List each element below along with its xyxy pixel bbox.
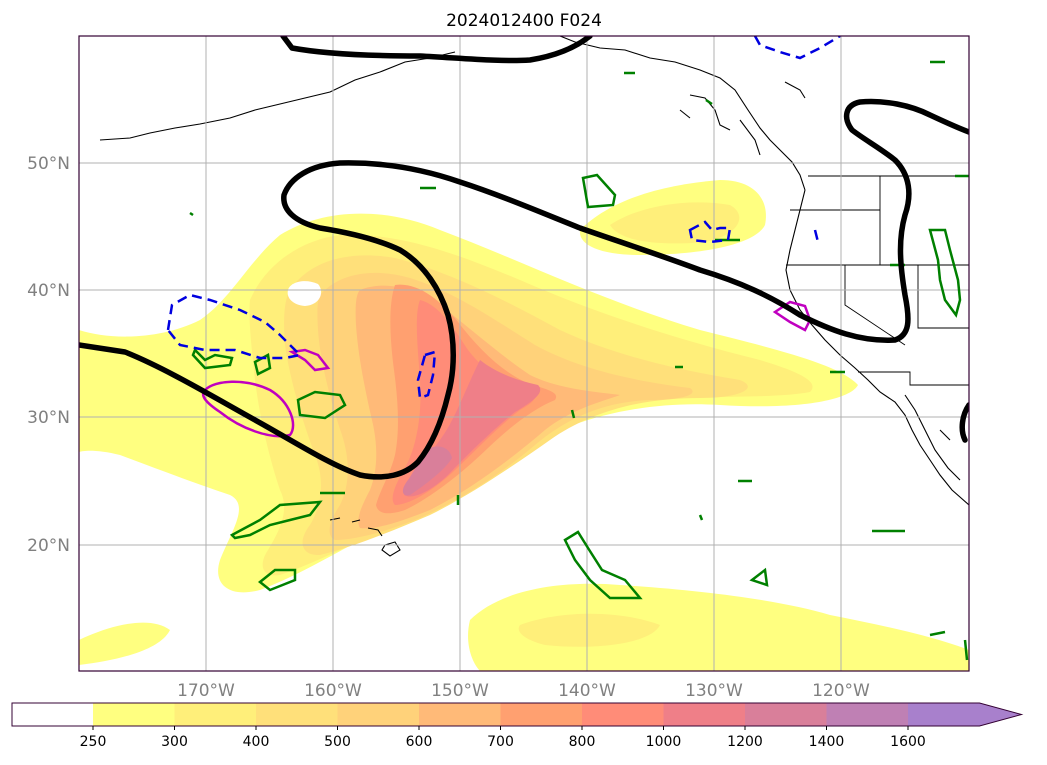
blue-contour	[753, 36, 841, 60]
green-contour	[296, 390, 347, 420]
green-contours	[189, 60, 969, 661]
lon-label: 120°W	[812, 681, 870, 701]
lat-label: 20°N	[27, 536, 70, 556]
green-contour	[749, 567, 769, 587]
lon-labels: 170°W 160°W 150°W 140°W 130°W 120°W	[177, 681, 870, 701]
colorbar-tick-label: 250	[80, 734, 107, 750]
green-contour	[229, 500, 323, 540]
lat-label: 30°N	[27, 408, 70, 428]
green-contour	[563, 530, 643, 600]
colorbar-tick-label: 1400	[809, 734, 845, 750]
magenta-contour	[201, 380, 295, 438]
colorbar-tick-label: 300	[161, 734, 188, 750]
hawaii-islands	[329, 517, 401, 557]
shaded-field	[79, 180, 969, 671]
colorbar-tick-label: 700	[487, 734, 514, 750]
colorbar-segment	[93, 703, 175, 726]
green-contour	[189, 60, 969, 661]
blue-contour	[416, 350, 437, 400]
baja-mexico	[904, 394, 961, 481]
lon-label: 160°W	[304, 681, 362, 701]
black-contour-north	[280, 36, 593, 64]
colorbar-segment	[256, 703, 338, 726]
alaska-coast	[559, 36, 806, 191]
lat-label: 50°N	[27, 154, 70, 174]
shade-hole	[287, 281, 322, 306]
lon-label: 140°W	[558, 681, 616, 701]
shade-300-south	[518, 613, 660, 647]
colorbar-segment	[582, 703, 664, 726]
magenta-contour	[288, 348, 331, 372]
colorbar-tick-label: 400	[243, 734, 270, 750]
lon-label: 170°W	[177, 681, 235, 701]
green-contour	[257, 568, 297, 592]
blue-contours	[166, 36, 841, 400]
state-borders	[786, 176, 969, 386]
lon-label: 150°W	[431, 681, 489, 701]
colorbar-outline	[11, 702, 1024, 727]
colorbar-segment	[12, 703, 93, 726]
blue-contour	[688, 220, 732, 244]
black-contour-east	[959, 402, 969, 443]
map-frame	[78, 35, 970, 672]
na-west-coast	[785, 189, 969, 506]
aleutian-chain	[99, 51, 456, 141]
colorbar-tick-label: 1200	[727, 734, 763, 750]
colorbar-segment	[337, 703, 420, 726]
lon-label: 130°W	[685, 681, 743, 701]
colorbar-segment	[663, 703, 746, 726]
black-contours	[79, 36, 969, 480]
green-contour	[191, 347, 234, 370]
colorbar-tick-label: 500	[324, 734, 351, 750]
colorbar: 250 300 400 500 600 700 800 1000 1200 1400 1600	[11, 702, 1024, 750]
lat-label: 40°N	[27, 281, 70, 301]
shade-300-nw	[610, 202, 740, 244]
colorbar-segment	[419, 703, 501, 726]
blue-contour	[813, 229, 820, 243]
colorbar-segment	[174, 703, 257, 726]
colorbar-tick-label: 1000	[646, 734, 682, 750]
map-area	[79, 36, 969, 671]
colorbar-tick-label: 1600	[890, 734, 926, 750]
map-title: 2024012400 F024	[446, 11, 602, 31]
shade-1200	[402, 446, 452, 496]
alaska-islands	[679, 81, 806, 156]
green-contour	[581, 173, 617, 209]
colorbar-tick-label: 800	[569, 734, 596, 750]
colorbar-segment	[826, 703, 909, 726]
blue-contour	[166, 293, 303, 360]
coastlines	[99, 36, 969, 557]
colorbar-extend-arrow	[908, 703, 1022, 726]
black-contour-main	[79, 98, 969, 480]
green-contour	[928, 228, 962, 318]
colorbar-tick-label: 600	[406, 734, 433, 750]
colorbar-segment	[745, 703, 827, 726]
colorbar-segment	[500, 703, 583, 726]
lat-labels: 50°N 40°N 30°N 20°N	[27, 154, 70, 556]
